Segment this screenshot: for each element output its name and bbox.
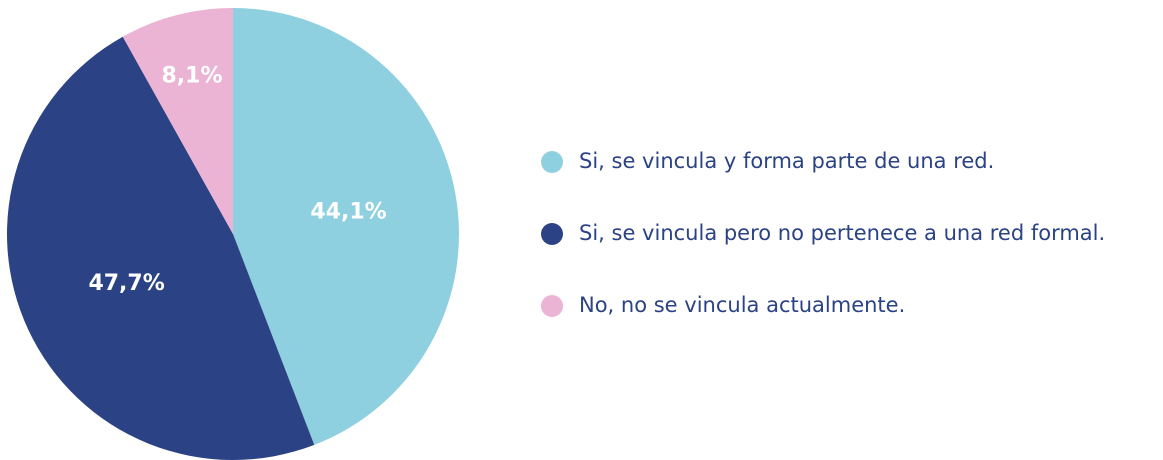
legend-swatch: [541, 151, 563, 173]
legend-label: Si, se vincula pero no pertenece a una r…: [579, 221, 1105, 245]
legend-swatch: [541, 295, 563, 317]
pie-slice: [122, 8, 233, 234]
legend-label: No, no se vincula actualmente.: [579, 293, 905, 317]
value-label: 8,1%: [161, 64, 222, 89]
value-label: 44,1%: [310, 200, 386, 225]
legend-label: Si, se vincula y forma parte de una red.: [579, 149, 994, 173]
value-label: 47,7%: [88, 271, 164, 296]
legend-swatch: [541, 223, 563, 245]
pie-slice: [7, 36, 315, 460]
pie-slice: [233, 8, 460, 445]
